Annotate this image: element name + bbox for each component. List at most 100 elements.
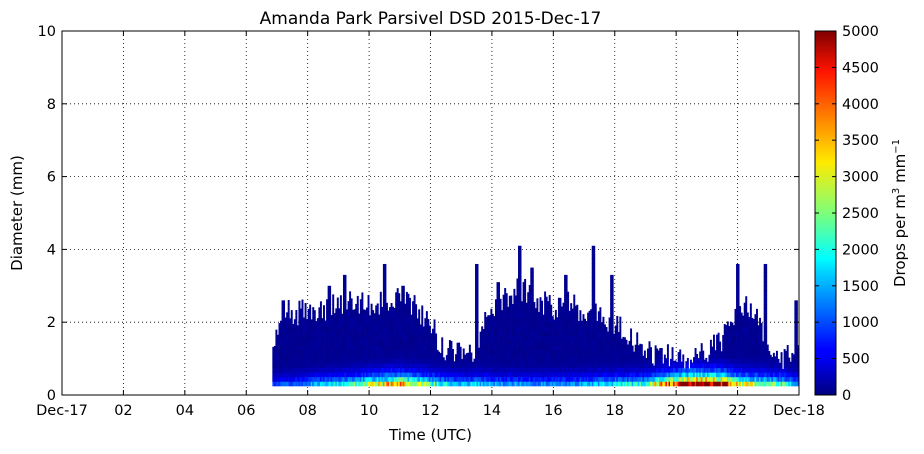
heatmap-cell	[522, 376, 525, 382]
heatmap-cell	[508, 322, 511, 328]
heatmap-cell	[461, 381, 464, 387]
heatmap-cell	[623, 372, 626, 378]
heatmap-cell	[379, 335, 382, 341]
heatmap-cell	[616, 322, 619, 328]
heatmap-cell	[521, 372, 524, 378]
heatmap-cell	[471, 367, 474, 373]
heatmap-cell	[428, 367, 431, 373]
heatmap-cell	[398, 349, 401, 355]
heatmap-cell	[660, 381, 663, 387]
heatmap-cell	[318, 313, 321, 319]
heatmap-cell	[749, 376, 752, 382]
heatmap-cell	[568, 367, 571, 373]
heatmap-cell	[342, 322, 345, 328]
heatmap-cell	[679, 376, 682, 382]
heatmap-cell	[705, 358, 708, 364]
heatmap-cell	[425, 335, 428, 341]
heatmap-cell	[366, 358, 368, 364]
heatmap-cell	[576, 381, 579, 387]
heatmap-cell	[393, 322, 396, 328]
heatmap-cell	[759, 363, 762, 369]
heatmap-cell	[352, 309, 355, 314]
heatmap-cell	[610, 376, 613, 382]
heatmap-cell	[409, 304, 411, 309]
heatmap-cell	[416, 358, 419, 364]
heatmap-cell	[567, 340, 570, 346]
heatmap-cell	[286, 322, 289, 328]
heatmap-cell	[691, 362, 694, 364]
heatmap-cell	[501, 326, 504, 332]
heatmap-cell	[384, 299, 387, 305]
heatmap-cell	[634, 344, 637, 350]
heatmap-cell	[522, 322, 525, 328]
heatmap-cell	[556, 335, 559, 341]
heatmap-cell	[553, 335, 556, 341]
heatmap-cell	[415, 363, 418, 369]
heatmap-cell	[390, 376, 393, 382]
heatmap-cell	[726, 381, 729, 387]
heatmap-cell	[550, 335, 553, 341]
heatmap-cell	[347, 381, 350, 387]
heatmap-cell	[333, 344, 336, 350]
heatmap-cell	[496, 282, 499, 287]
heatmap-cell	[491, 335, 494, 341]
heatmap-cell	[355, 354, 358, 359]
heatmap-cell	[573, 313, 576, 319]
heatmap-cell	[594, 331, 597, 337]
heatmap-cell	[490, 317, 493, 323]
heatmap-cell	[349, 294, 352, 300]
heatmap-cell	[413, 340, 416, 346]
heatmap-cell	[611, 308, 614, 314]
heatmap-cell	[456, 381, 459, 387]
heatmap-cell	[286, 381, 289, 387]
heatmap-cell	[373, 354, 376, 359]
heatmap-cell	[499, 376, 502, 382]
heatmap-cell	[318, 381, 321, 387]
heatmap-cell	[510, 363, 513, 369]
heatmap-cell	[587, 317, 590, 323]
heatmap-cell	[286, 358, 289, 364]
heatmap-cell	[362, 340, 365, 346]
heatmap-cell	[548, 376, 551, 382]
heatmap-cell	[611, 274, 614, 278]
heatmap-cell	[745, 376, 748, 382]
heatmap-cell	[550, 308, 553, 314]
heatmap-cell	[740, 317, 743, 323]
heatmap-cell	[674, 381, 677, 387]
heatmap-cell	[518, 299, 520, 305]
heatmap-cell	[407, 304, 410, 309]
heatmap-cell	[759, 381, 762, 387]
heatmap-cell	[772, 376, 775, 382]
heatmap-cell	[714, 367, 717, 373]
heatmap-cell	[413, 304, 416, 309]
heatmap-cell	[519, 304, 522, 309]
heatmap-cell	[576, 340, 579, 346]
heatmap-cell	[421, 335, 424, 341]
heatmap-cell	[739, 322, 742, 328]
heatmap-cell	[737, 313, 740, 319]
heatmap-cell	[464, 354, 467, 359]
heatmap-cell	[505, 358, 508, 364]
heatmap-cell	[290, 313, 293, 319]
heatmap-cell	[551, 340, 554, 346]
heatmap-cell	[759, 367, 762, 373]
heatmap-cell	[705, 381, 708, 387]
heatmap-cell	[359, 299, 362, 300]
heatmap-cell	[754, 340, 757, 346]
heatmap-cell	[719, 367, 722, 373]
heatmap-cell	[505, 372, 508, 378]
heatmap-cell	[599, 344, 602, 350]
heatmap-cell	[531, 340, 534, 346]
heatmap-cell	[329, 285, 332, 291]
heatmap-cell	[481, 367, 484, 373]
heatmap-cell	[427, 376, 430, 382]
heatmap-cell	[327, 304, 330, 309]
heatmap-cell	[565, 326, 568, 332]
heatmap-cell	[447, 376, 450, 382]
heatmap-cell	[482, 340, 485, 346]
heatmap-cell	[335, 381, 338, 387]
heatmap-cell	[458, 376, 461, 382]
heatmap-cell	[519, 313, 522, 319]
heatmap-cell	[582, 326, 585, 332]
heatmap-cell	[564, 381, 567, 387]
